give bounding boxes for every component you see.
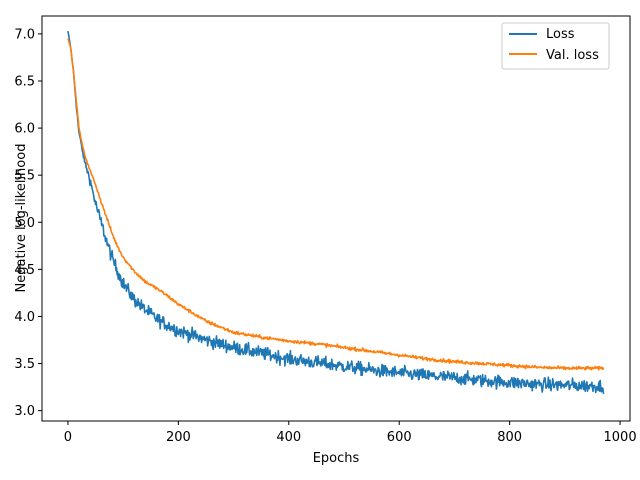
y-tick-label: 3.5: [14, 357, 35, 372]
legend: Loss Val. loss: [501, 22, 610, 70]
x-tick-label: 400: [276, 430, 301, 445]
series-line-loss: [67, 30, 605, 394]
x-tick-label: 0: [64, 430, 72, 445]
y-tick-label: 3.0: [14, 404, 35, 419]
y-tick-label: 6.0: [14, 122, 35, 137]
x-tick-label: 200: [166, 430, 191, 445]
y-tick-label: 5.0: [14, 216, 35, 231]
plot-frame: [41, 15, 631, 422]
y-tick-label: 6.5: [14, 74, 35, 89]
x-tick-label: 600: [387, 430, 412, 445]
legend-label-val-loss: Val. loss: [546, 48, 599, 63]
y-tick-label: 4.5: [14, 263, 35, 278]
y-axis-label: Negative log-likelihood: [14, 144, 29, 293]
legend-label-loss: Loss: [546, 27, 575, 42]
x-tick-label: 800: [497, 430, 522, 445]
x-tick-label: 1000: [604, 430, 637, 445]
x-axis-label: Epochs: [313, 451, 360, 466]
y-axis: 3.0 3.5 4.0 4.5 5.0 5.5 6.0 6.5 7.0: [14, 27, 42, 419]
y-tick-label: 7.0: [14, 27, 35, 42]
y-tick-label: 5.5: [14, 169, 35, 184]
x-axis: 0 200 400 600 800 1000: [64, 421, 637, 445]
series-line-val-loss: [67, 38, 605, 371]
y-tick-label: 4.0: [14, 310, 35, 325]
series-layer: [67, 30, 605, 394]
